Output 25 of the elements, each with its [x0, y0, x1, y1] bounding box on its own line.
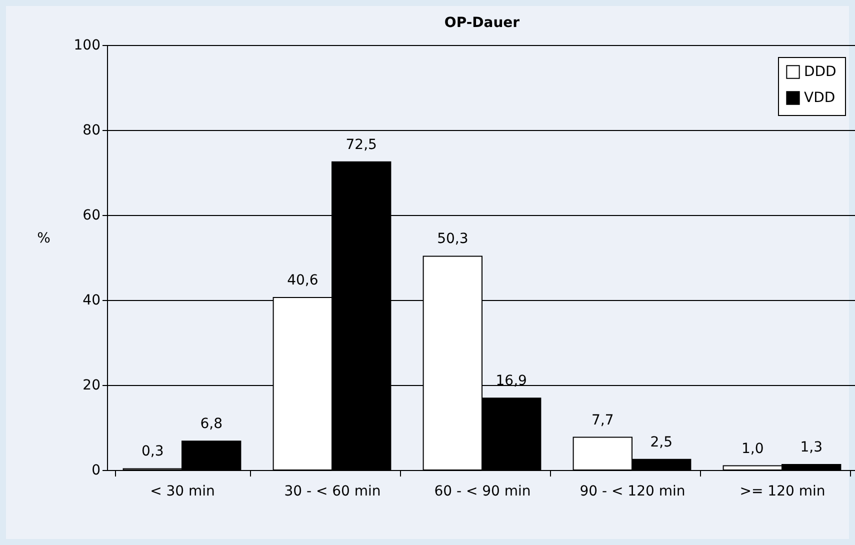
data-label: 6,8: [200, 416, 222, 432]
data-label: 72,5: [346, 136, 377, 153]
x-tick-label: 60 - < 90 min: [434, 484, 531, 500]
x-tick-label: 90 - < 120 min: [580, 484, 686, 500]
data-label: 0,3: [142, 444, 164, 460]
data-label: 1,0: [742, 440, 764, 457]
y-axis-title: %: [37, 230, 50, 246]
data-label: 40,6: [287, 272, 318, 288]
data-label: 1,3: [800, 439, 822, 456]
x-tick-label: < 30 min: [150, 484, 215, 500]
y-tick-label: 60: [82, 208, 100, 224]
chart-title: OP-Dauer: [444, 15, 520, 31]
y-tick-label: 40: [82, 292, 100, 308]
x-tick-label: 30 - < 60 min: [284, 484, 381, 500]
y-tick-label: 0: [92, 462, 100, 478]
legend-label: VDD: [804, 90, 836, 106]
y-tick-label: 20: [82, 378, 100, 394]
data-label: 16,9: [496, 373, 527, 390]
y-tick-label: 80: [82, 122, 100, 138]
data-label: 7,7: [592, 412, 614, 428]
legend-label: DDD: [804, 64, 836, 80]
x-tick-label: >= 120 min: [740, 484, 826, 500]
data-label: 2,5: [650, 434, 672, 450]
data-label: 50,3: [437, 231, 468, 248]
y-tick-label: 100: [74, 38, 100, 54]
